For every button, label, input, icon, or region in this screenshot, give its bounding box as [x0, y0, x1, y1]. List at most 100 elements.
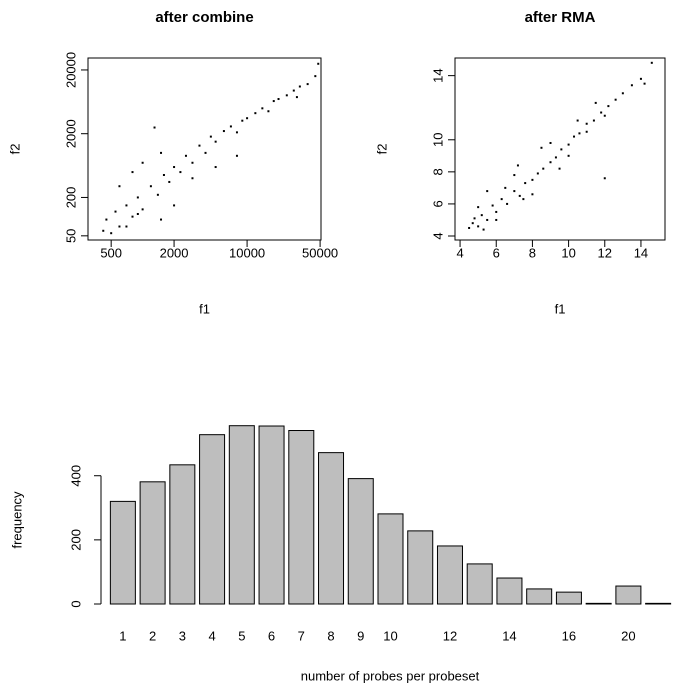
point	[214, 166, 217, 169]
x-tick-label: 9	[357, 628, 364, 643]
bar	[615, 585, 642, 605]
point	[285, 94, 288, 97]
point	[639, 77, 642, 80]
point	[214, 140, 217, 143]
point	[473, 217, 476, 220]
point	[603, 114, 606, 117]
bar	[199, 434, 226, 605]
y-axis-label: frequency	[9, 491, 24, 549]
point	[298, 85, 301, 88]
bar	[436, 545, 463, 605]
point	[241, 119, 244, 122]
point	[558, 167, 561, 170]
x-tick-label: 16	[562, 628, 576, 643]
bar	[407, 530, 434, 605]
point	[267, 110, 270, 113]
point	[495, 210, 498, 213]
point	[168, 180, 171, 183]
point	[621, 92, 624, 95]
x-tick-label: 5	[238, 628, 245, 643]
point	[254, 112, 257, 115]
point	[306, 83, 309, 86]
point	[594, 101, 597, 104]
chart-title: after combine	[155, 9, 253, 26]
point	[292, 89, 295, 92]
point	[141, 208, 144, 211]
point	[160, 218, 163, 221]
point	[630, 84, 633, 87]
point	[198, 144, 201, 147]
x-tick-label: 3	[179, 628, 186, 643]
chart-title: after RMA	[525, 9, 596, 26]
point	[105, 218, 108, 221]
x-axis-label: f1	[555, 301, 566, 316]
x-tick-label: 6	[268, 628, 275, 643]
point	[204, 151, 207, 154]
point	[516, 164, 519, 167]
x-tick-label: 12	[443, 628, 457, 643]
point	[486, 218, 489, 221]
point	[173, 166, 176, 169]
point	[184, 154, 187, 157]
y-tick-label: 6	[430, 200, 445, 207]
bar	[496, 577, 523, 605]
bar	[347, 478, 374, 605]
point	[650, 61, 653, 64]
point	[567, 143, 570, 146]
bar	[139, 481, 166, 605]
point	[542, 167, 545, 170]
x-tick-label: 7	[298, 628, 305, 643]
x-tick-label: 4	[456, 245, 463, 260]
x-tick-label: 14	[634, 245, 648, 260]
point	[191, 177, 194, 180]
point	[477, 225, 480, 228]
x-axis-label: f1	[199, 301, 210, 316]
point	[246, 117, 249, 120]
point	[222, 130, 225, 133]
point	[518, 194, 521, 197]
point	[491, 204, 494, 207]
point	[110, 232, 113, 235]
point	[191, 161, 194, 164]
point	[585, 130, 588, 133]
y-tick-label: 200	[68, 529, 83, 551]
bar	[258, 425, 285, 605]
point	[477, 206, 480, 209]
point	[603, 177, 606, 180]
point	[524, 182, 527, 185]
bar	[169, 464, 196, 605]
point	[573, 135, 576, 138]
point	[102, 229, 105, 232]
y-tick-label: 400	[68, 465, 83, 487]
point	[506, 202, 509, 205]
bar	[555, 591, 582, 605]
point	[540, 146, 543, 149]
point	[567, 154, 570, 157]
point	[531, 178, 534, 181]
point	[118, 225, 121, 228]
point	[173, 204, 176, 207]
x-tick-label: 8	[327, 628, 334, 643]
point	[118, 185, 121, 188]
point	[179, 171, 182, 174]
point	[513, 190, 516, 193]
point	[471, 222, 474, 225]
point	[277, 98, 280, 101]
point	[156, 193, 159, 196]
point	[607, 105, 610, 108]
point	[468, 226, 471, 229]
point	[549, 161, 552, 164]
y-tick-label: 4	[430, 232, 445, 239]
point	[114, 210, 117, 213]
bar	[377, 513, 404, 605]
y-tick-label: 0	[68, 600, 83, 607]
bar	[109, 500, 136, 605]
point	[136, 196, 139, 199]
point	[500, 198, 503, 201]
x-axis-label: number of probes per probeset	[301, 668, 480, 683]
point	[235, 131, 238, 134]
point	[486, 190, 489, 193]
bar	[318, 452, 345, 605]
y-tick-label: 50	[63, 229, 78, 243]
point	[261, 107, 264, 110]
